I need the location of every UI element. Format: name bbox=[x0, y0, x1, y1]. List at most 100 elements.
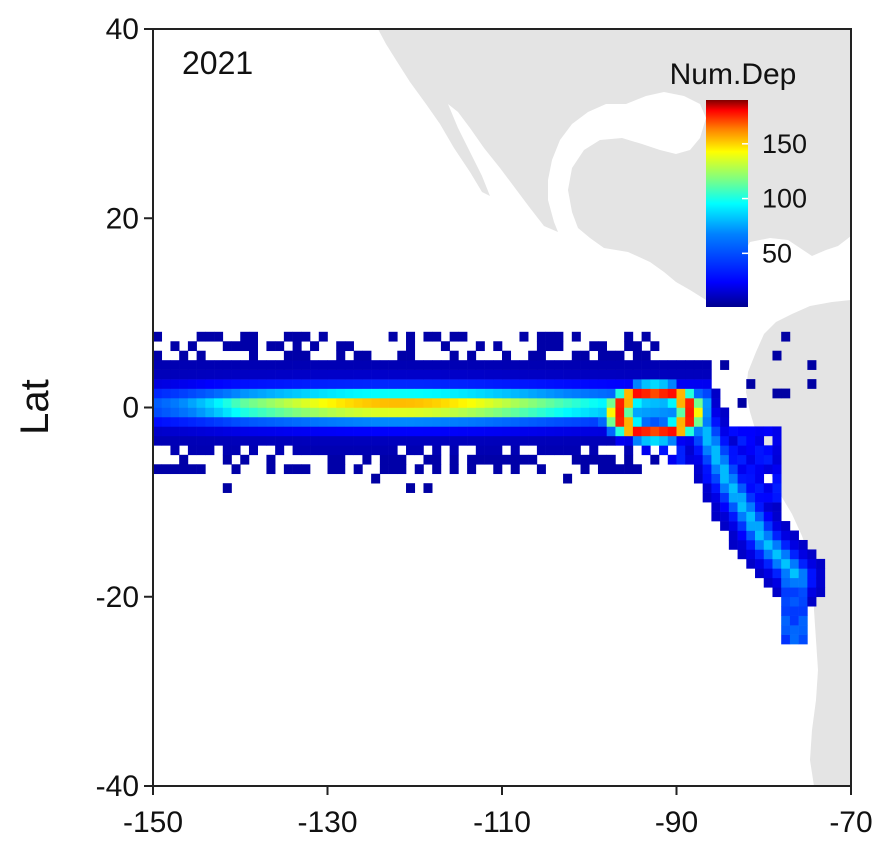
heatmap-cell bbox=[789, 530, 799, 541]
heatmap-cell bbox=[406, 331, 416, 342]
heatmap-cell bbox=[231, 407, 241, 418]
heatmap-cell bbox=[257, 407, 267, 418]
heatmap-cell bbox=[397, 360, 407, 370]
heatmap-cell bbox=[789, 606, 799, 616]
heatmap-cell bbox=[659, 388, 669, 399]
heatmap-cell bbox=[624, 454, 634, 465]
heatmap-cell bbox=[484, 369, 494, 380]
heatmap-cell bbox=[781, 539, 791, 550]
heatmap-cell bbox=[789, 596, 799, 607]
heatmap-cell bbox=[379, 416, 389, 427]
colorbar-tick-label: 100 bbox=[762, 184, 807, 214]
heatmap-cell bbox=[275, 416, 285, 427]
heatmap-cell bbox=[755, 483, 765, 493]
heatmap-cell bbox=[344, 435, 354, 446]
heatmap-cell bbox=[275, 426, 285, 437]
heatmap-cell bbox=[650, 360, 660, 370]
heatmap-cell bbox=[283, 350, 293, 361]
heatmap-cell bbox=[763, 454, 773, 465]
heatmap-cell bbox=[720, 483, 730, 493]
heatmap-cell bbox=[327, 360, 337, 370]
heatmap-cell bbox=[379, 407, 389, 418]
heatmap-cell bbox=[301, 350, 311, 361]
heatmap-cell bbox=[615, 416, 625, 427]
heatmap-cell bbox=[458, 369, 468, 380]
heatmap-cell bbox=[746, 379, 756, 389]
heatmap-cell bbox=[554, 388, 564, 399]
heatmap-cell bbox=[746, 558, 756, 569]
heatmap-cell bbox=[379, 426, 389, 437]
heatmap-cell bbox=[693, 416, 703, 427]
heatmap-cell bbox=[458, 435, 468, 446]
heatmap-cell bbox=[388, 331, 398, 342]
heatmap-cell bbox=[467, 350, 477, 361]
heatmap-cell bbox=[693, 360, 703, 370]
heatmap-cell bbox=[214, 435, 224, 446]
heatmap-cell bbox=[371, 435, 381, 446]
heatmap-cell bbox=[397, 398, 407, 408]
heatmap-cell bbox=[432, 369, 442, 380]
heatmap-cell bbox=[772, 549, 782, 560]
heatmap-cell bbox=[720, 464, 730, 475]
heatmap-cell bbox=[301, 398, 311, 408]
heatmap-cell bbox=[763, 521, 773, 531]
heatmap-cell bbox=[275, 360, 285, 370]
heatmap-cell bbox=[240, 341, 250, 352]
heatmap-cell bbox=[781, 577, 791, 588]
heatmap-cell bbox=[153, 426, 163, 437]
heatmap-cell bbox=[493, 435, 503, 446]
heatmap-cell bbox=[205, 360, 215, 370]
heatmap-cell bbox=[737, 398, 747, 408]
heatmap-cell bbox=[597, 360, 607, 370]
heatmap-cell bbox=[257, 388, 267, 399]
heatmap-cell bbox=[624, 445, 634, 456]
heatmap-cell bbox=[650, 435, 660, 446]
heatmap-cell bbox=[711, 511, 721, 522]
heatmap-cell bbox=[597, 454, 607, 465]
heatmap-cell bbox=[720, 360, 730, 370]
heatmap-cell bbox=[493, 369, 503, 380]
heatmap-cell bbox=[161, 360, 171, 370]
heatmap-cell bbox=[423, 483, 433, 493]
heatmap-cell bbox=[344, 416, 354, 427]
heatmap-cell bbox=[283, 435, 293, 446]
heatmap-cell bbox=[484, 416, 494, 427]
heatmap-cell bbox=[484, 435, 494, 446]
heatmap-cell bbox=[336, 426, 346, 437]
heatmap-cell bbox=[589, 435, 599, 446]
heatmap-cell bbox=[283, 331, 293, 342]
heatmap-cell bbox=[240, 360, 250, 370]
heatmap-cell bbox=[510, 398, 520, 408]
heatmap-cell bbox=[641, 416, 651, 427]
heatmap-cell bbox=[798, 568, 808, 579]
heatmap-cell bbox=[179, 426, 189, 437]
heatmap-cell bbox=[502, 398, 512, 408]
heatmap-cell bbox=[536, 426, 546, 437]
heatmap-cell bbox=[755, 511, 765, 522]
heatmap-cell bbox=[196, 426, 206, 437]
heatmap-cell bbox=[641, 369, 651, 380]
heatmap-cell bbox=[214, 398, 224, 408]
x-tick-label: -110 bbox=[473, 806, 531, 839]
heatmap-cell bbox=[458, 360, 468, 370]
heatmap-cell bbox=[449, 416, 459, 427]
heatmap-cell bbox=[414, 379, 424, 389]
heatmap-cell bbox=[310, 426, 320, 437]
heatmap-cell bbox=[371, 426, 381, 437]
heatmap-cell bbox=[676, 445, 686, 456]
heatmap-cell bbox=[179, 388, 189, 399]
heatmap-cell bbox=[659, 435, 669, 446]
heatmap-cell bbox=[379, 388, 389, 399]
heatmap-cell bbox=[545, 435, 555, 446]
heatmap-cell bbox=[292, 435, 302, 446]
heatmap-cell bbox=[153, 369, 163, 380]
heatmap-cell bbox=[318, 331, 328, 342]
heatmap-cell bbox=[371, 379, 381, 389]
heatmap-cell bbox=[257, 360, 267, 370]
heatmap-cell bbox=[327, 388, 337, 399]
heatmap-cell bbox=[266, 360, 276, 370]
heatmap-cell bbox=[248, 379, 258, 389]
heatmap-cell bbox=[240, 379, 250, 389]
heatmap-cell bbox=[336, 464, 346, 475]
heatmap-cell bbox=[406, 483, 416, 493]
